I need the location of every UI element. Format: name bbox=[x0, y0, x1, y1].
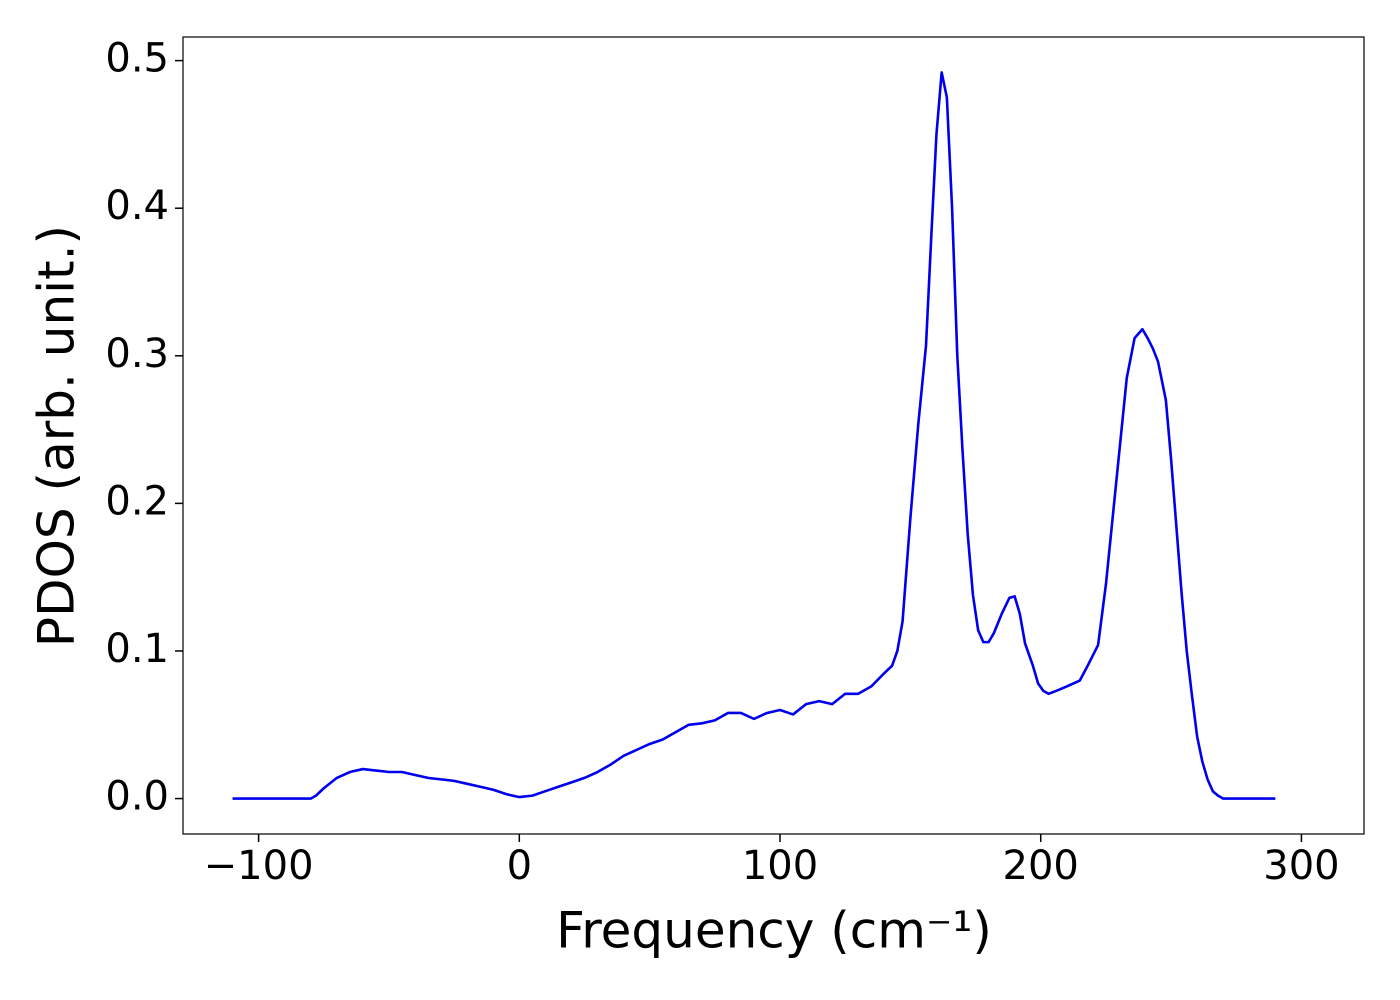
y-axis-label: PDOS (arb. unit.) bbox=[28, 225, 86, 647]
y-tick-label: 0.4 bbox=[105, 183, 169, 229]
x-tick-label: 300 bbox=[1263, 843, 1339, 889]
y-tick-label: 0.3 bbox=[105, 331, 169, 377]
plot-frame bbox=[182, 36, 1365, 835]
x-tick-label: 100 bbox=[742, 843, 818, 889]
y-tick-label: 0.5 bbox=[105, 36, 169, 82]
x-tick-label: 200 bbox=[1003, 843, 1079, 889]
y-tick-label: 0.1 bbox=[105, 626, 169, 672]
x-tick-label: 0 bbox=[507, 843, 532, 889]
y-tick-label: 0.2 bbox=[105, 478, 169, 524]
y-tick-label: 0.0 bbox=[105, 774, 169, 820]
line bbox=[232, 71, 1276, 800]
x-axis-label: Frequency (cm⁻¹) bbox=[556, 902, 992, 960]
x-tick-label: −100 bbox=[204, 843, 314, 889]
